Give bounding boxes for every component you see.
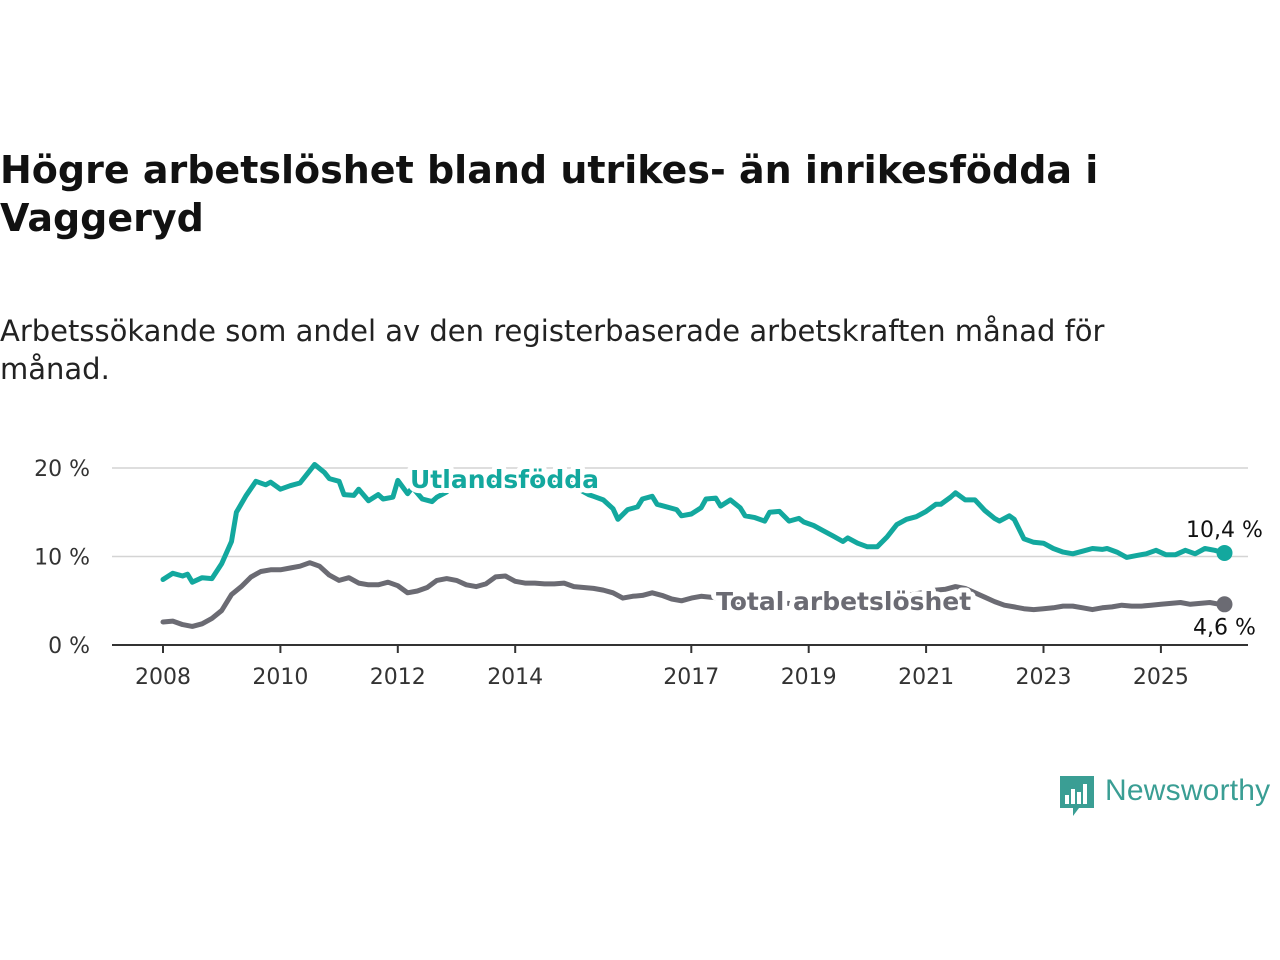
x-tick-label: 2017 (663, 665, 719, 690)
x-axis: 2008 2010 2012 2014 2017 2019 2021 2023 2025 (112, 644, 1248, 690)
y-tick-label: 0 % (48, 634, 90, 659)
series-end-marker (1216, 544, 1233, 561)
x-tick-label: 2025 (1133, 665, 1189, 690)
x-tick-label: 2023 (1016, 665, 1072, 690)
series-name-label: Total arbetslöshet (716, 587, 971, 616)
x-tick-label: 2008 (135, 665, 191, 690)
chart-title: Högre arbetslöshet bland utrikes- än inr… (0, 148, 1099, 240)
series-labels: 10,4 % 4,6 % Utlandsfödda Total arbetslöshe… (405, 460, 1263, 640)
series-end-label: 10,4 % (1186, 518, 1263, 543)
x-tick-label: 2021 (898, 665, 954, 690)
y-tick-label: 10 % (34, 546, 90, 571)
series-end-label: 4,6 % (1193, 615, 1256, 640)
chart-subtitle: Arbetssökande som andel av den registerb… (0, 314, 1105, 386)
series-line (160, 560, 1227, 629)
series-name-label: Utlandsfödda (410, 465, 599, 494)
y-axis: 0 % 10 % 20 % (34, 457, 90, 659)
newsworthy-logo-icon (1060, 776, 1094, 816)
series-line (160, 462, 1227, 585)
newsworthy-logo: Newsworthy (1057, 772, 1279, 820)
gridlines (112, 467, 1248, 558)
y-tick-label: 20 % (34, 457, 90, 482)
x-tick-label: 2010 (252, 665, 308, 690)
line-chart: 0 % 10 % 20 % 2008 2010 2012 2014 2017 2019 2021… (34, 457, 1263, 690)
series-lines (160, 462, 1233, 629)
series-end-marker (1216, 596, 1233, 613)
brand-name: Newsworthy (1105, 774, 1271, 807)
x-tick-label: 2012 (370, 665, 426, 690)
x-tick-label: 2019 (781, 665, 837, 690)
x-tick-label: 2014 (487, 665, 543, 690)
